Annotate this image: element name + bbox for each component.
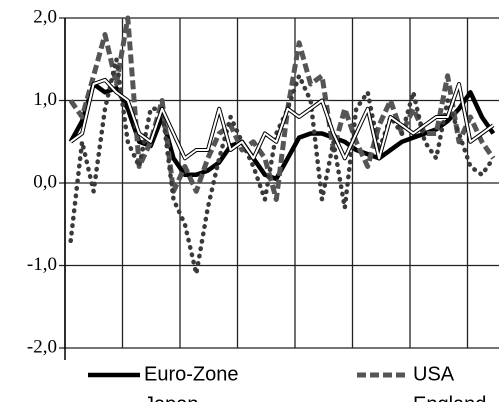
- legend-label: Japan: [144, 393, 199, 402]
- legend-box: [69, 357, 499, 402]
- series-line: [68, 15, 496, 202]
- y-tick-label: 2,0: [33, 6, 57, 27]
- series-line: [70, 78, 494, 160]
- plot: [68, 15, 496, 277]
- y-tick-label: 0,0: [33, 171, 57, 192]
- legend-label: USA: [413, 363, 455, 385]
- legend-label: England: [413, 393, 486, 402]
- y-tick-label: -1,0: [27, 254, 57, 275]
- legend-label: Euro-Zone: [144, 363, 239, 385]
- y-tick-label: 1,0: [33, 89, 57, 110]
- y-tick-label: -2,0: [27, 336, 57, 357]
